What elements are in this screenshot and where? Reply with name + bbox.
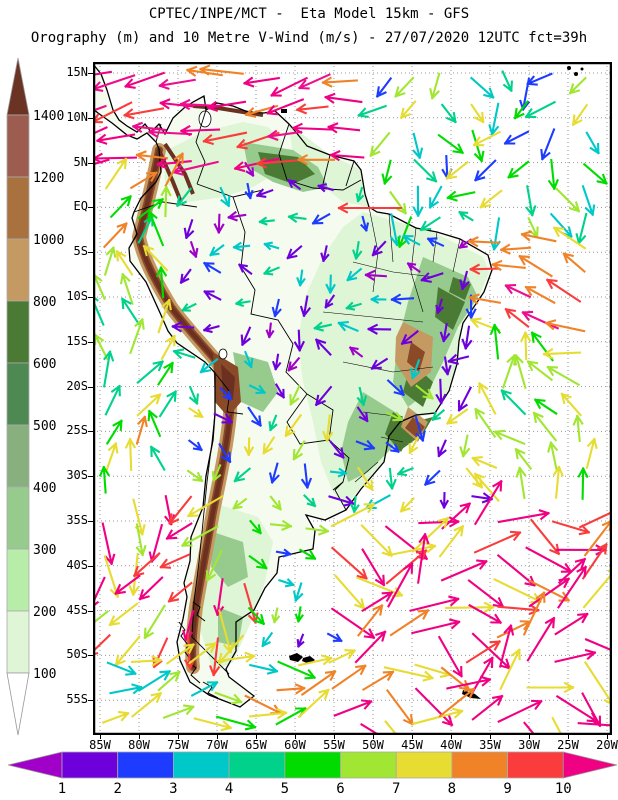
lat-tick [88,386,93,388]
lat-tick [88,700,93,702]
lat-label: 5S [73,244,88,259]
lat-tick [88,565,93,567]
lat-tick [88,341,93,343]
lon-tick [217,735,218,739]
lat-tick [88,207,93,209]
lat-label: 15N [66,65,88,79]
chart-title: CPTEC/INPE/MCT - Eta Model 15km - GFS [148,6,470,22]
lon-tick [607,735,608,739]
svg-text:1200: 1200 [33,171,64,186]
lat-tick [88,521,93,522]
lon-label: 20W [596,738,618,752]
svg-text:9: 9 [503,781,511,797]
lon-label: 65W [245,738,267,752]
lat-label: EQ [73,199,88,214]
lon-label: 55W [323,738,345,752]
lat-tick [88,610,93,612]
lon-tick [139,735,140,739]
lon-label: 75W [167,738,189,752]
svg-text:800: 800 [33,295,56,310]
lat-tick [88,252,93,254]
lat-label: 40S [66,557,88,572]
wind-speed-colorbar: 1 2 3 4 5 6 7 8 9 10 [7,751,618,797]
svg-text:100: 100 [33,667,56,682]
lat-tick [88,476,93,478]
lon-tick [451,735,452,739]
lat-tick [88,117,93,119]
lon-tick [295,735,296,739]
lat-label: 35S [66,513,88,527]
lat-label: 5N [73,154,88,169]
svg-text:1: 1 [58,781,66,797]
lon-label: 45W [401,738,423,752]
svg-text:4: 4 [225,781,233,797]
lat-label: 10N [66,109,88,124]
lon-label: 25W [557,738,579,752]
lat-label: 25S [66,423,88,438]
lat-tick [88,297,93,298]
svg-text:6: 6 [336,781,344,797]
lon-tick [178,735,179,739]
lon-tick [412,735,413,739]
lon-tick [490,735,491,739]
lat-label: 50S [66,647,88,662]
lat-tick [88,73,93,74]
lon-label: 40W [440,738,462,752]
lon-label: 30W [518,738,540,752]
lat-tick [88,431,93,433]
lon-label: 70W [206,738,228,752]
lon-tick [373,735,374,739]
orography-colorbar: 1400 1200 1000 800 600 500 400 300 200 100 [6,57,64,736]
lat-label: 45S [66,602,88,617]
lat-tick [88,655,93,657]
lon-label: 85W [89,738,111,752]
lon-tick [568,735,569,739]
lon-tick [256,735,257,739]
lat-tick [88,162,93,164]
lon-tick [100,735,101,739]
lon-label: 60W [284,738,306,752]
lon-tick [529,735,530,739]
lat-label: 15S [66,333,88,348]
svg-text:7: 7 [392,781,400,797]
lat-label: 30S [66,468,88,483]
svg-text:500: 500 [33,419,56,434]
svg-text:3: 3 [169,781,177,797]
lon-label: 50W [362,738,384,752]
svg-text:300: 300 [33,543,56,558]
lat-label: 20S [66,378,88,393]
svg-text:1000: 1000 [33,233,64,248]
svg-text:400: 400 [33,481,56,496]
svg-text:1400: 1400 [33,109,64,124]
svg-text:8: 8 [448,781,456,797]
lon-tick [334,735,335,739]
lat-label: 10S [66,289,88,303]
lon-label: 35W [479,738,501,752]
chart-subtitle: Orography (m) and 10 Metre V-Wind (m/s) … [30,30,588,46]
lon-label: 80W [128,738,150,752]
svg-text:200: 200 [33,605,56,620]
svg-text:10: 10 [555,781,572,797]
svg-text:600: 600 [33,357,56,372]
map-canvas [93,62,612,735]
lat-label: 55S [66,692,88,707]
svg-text:2: 2 [113,781,121,797]
svg-text:5: 5 [281,781,289,797]
